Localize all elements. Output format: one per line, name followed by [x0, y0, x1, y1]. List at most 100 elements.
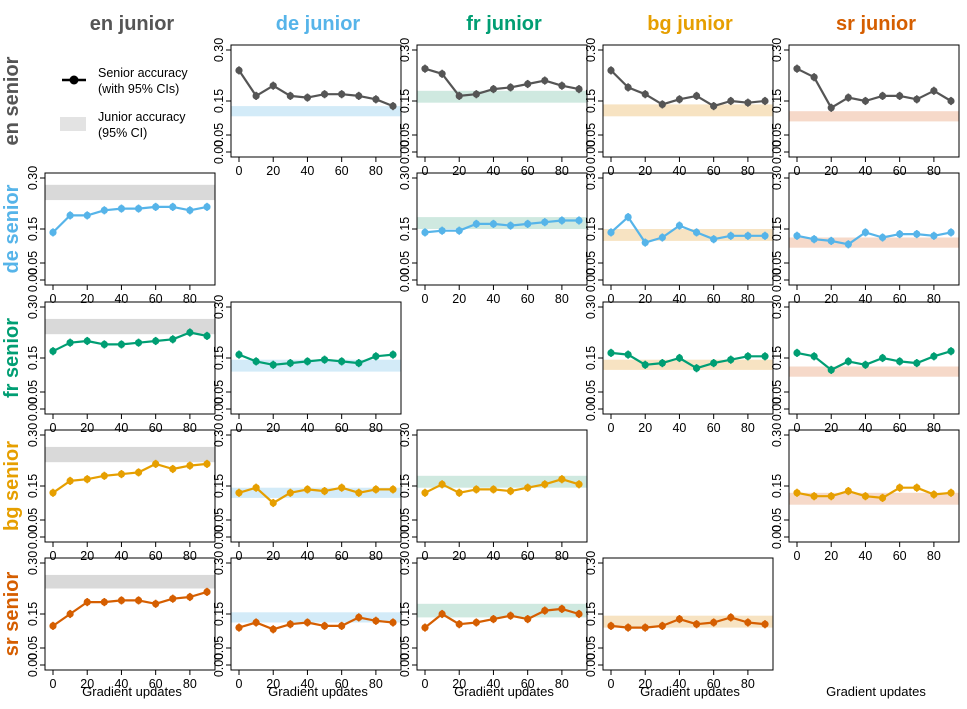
x-tick-label: 80	[927, 164, 941, 178]
senior-accuracy-point	[810, 73, 818, 81]
x-tick-label: 40	[114, 292, 128, 306]
panel-bg-senior-de-junior: 0 20 40 60 80 0.000.05 0.15 0.30	[212, 423, 402, 563]
senior-accuracy-point	[761, 232, 769, 240]
y-tick-label: 0.00	[212, 140, 226, 164]
senior-accuracy-point	[575, 85, 583, 93]
y-tick-label: 0.15	[26, 602, 40, 626]
y-tick-label: 0.30	[212, 423, 226, 447]
senior-accuracy-point	[506, 487, 515, 495]
senior-accuracy-point	[389, 102, 397, 110]
x-tick-label: 40	[114, 421, 128, 435]
senior-accuracy-point	[269, 361, 277, 369]
senior-accuracy-point	[83, 211, 91, 219]
senior-accuracy-point	[438, 480, 446, 488]
senior-accuracy-point	[607, 228, 615, 236]
x-tick-label: 80	[183, 549, 197, 563]
senior-accuracy-point	[489, 220, 498, 228]
y-tick-label: 0.15	[584, 346, 598, 370]
x-tick-label: 20	[638, 164, 652, 178]
senior-accuracy-point	[524, 220, 532, 228]
senior-accuracy-line	[238, 69, 394, 108]
senior-accuracy-point	[421, 624, 429, 632]
senior-accuracy-point	[541, 77, 549, 85]
senior-accuracy-point	[134, 205, 143, 213]
senior-accuracy-point	[727, 356, 735, 364]
senior-accuracy-point	[793, 65, 801, 73]
senior-accuracy-line	[52, 331, 208, 353]
senior-accuracy-point	[152, 460, 160, 468]
x-tick-label: 20	[452, 292, 466, 306]
x-tick-label: 40	[300, 677, 314, 691]
x-tick-label: 40	[300, 549, 314, 563]
x-tick-label: 40	[672, 164, 686, 178]
x-tick-label: 60	[149, 549, 163, 563]
senior-accuracy-point	[303, 357, 312, 365]
senior-accuracy-point	[930, 232, 938, 240]
senior-accuracy-point	[372, 617, 380, 625]
senior-accuracy-point	[710, 359, 718, 367]
panel-frame	[788, 172, 960, 286]
x-axis-titles: Gradient updates Gradient updates Gradient…	[82, 684, 926, 699]
senior-accuracy-point	[303, 94, 312, 102]
panel-frame	[44, 301, 216, 415]
senior-accuracy-point	[506, 222, 515, 230]
y-tick-label: 0.00	[770, 268, 784, 292]
senior-accuracy-line	[610, 616, 766, 629]
senior-accuracy-point	[727, 232, 735, 240]
panel-en-senior-bg-junior: 0 20 40 60 80 0.000.05 0.15 0.30	[584, 38, 774, 178]
row-title-sr: sr senior	[1, 572, 23, 657]
senior-accuracy-point	[692, 92, 701, 100]
row-title-fr: fr senior	[1, 318, 23, 398]
senior-accuracy-point	[861, 361, 870, 369]
senior-accuracy-point	[117, 596, 126, 605]
x-tick-label: 60	[149, 677, 163, 691]
x-axis-title-sr: Gradient updates	[826, 684, 926, 699]
y-tick-label: 0.05	[770, 380, 784, 404]
senior-accuracy-point	[744, 232, 752, 240]
senior-accuracy-point	[675, 354, 684, 362]
senior-accuracy-point	[506, 612, 515, 620]
senior-accuracy-point	[692, 228, 701, 236]
y-tick-label: 0.30	[584, 551, 598, 575]
senior-accuracy-point	[203, 332, 211, 340]
senior-accuracy-point	[421, 228, 429, 236]
y-tick-label: 0.05	[212, 508, 226, 532]
x-tick-label: 60	[149, 421, 163, 435]
y-tick-label: 0.30	[770, 166, 784, 190]
y-tick-label: 0.15	[26, 217, 40, 241]
senior-accuracy-point	[186, 206, 194, 214]
senior-accuracy-line	[796, 350, 952, 371]
x-tick-label: 80	[369, 421, 383, 435]
y-tick-label: 0.05	[398, 123, 412, 147]
senior-accuracy-point	[455, 620, 463, 628]
senior-accuracy-point	[117, 205, 126, 213]
legend: Senior accuracy (with 95% CIs) Junior ac…	[60, 66, 188, 140]
junior-ci-band	[45, 574, 215, 589]
x-tick-label: 0	[50, 421, 57, 435]
x-tick-label: 20	[266, 549, 280, 563]
senior-accuracy-point	[389, 618, 397, 627]
x-tick-label: 40	[486, 164, 500, 178]
senior-accuracy-line	[424, 478, 580, 494]
junior-ci-band	[231, 359, 401, 372]
senior-accuracy-point	[100, 598, 108, 606]
y-tick-label: 0.15	[770, 346, 784, 370]
x-tick-label: 80	[555, 677, 569, 691]
senior-accuracy-point	[355, 359, 363, 367]
y-tick-label: 0.00	[770, 525, 784, 549]
x-tick-label: 80	[369, 164, 383, 178]
x-tick-label: 80	[741, 677, 755, 691]
y-tick-label: 0.05	[584, 380, 598, 404]
senior-accuracy-point	[338, 90, 346, 98]
column-title-fr: fr junior	[466, 13, 542, 35]
y-tick-label: 0.30	[770, 295, 784, 319]
y-tick-label: 0.05	[212, 123, 226, 147]
senior-accuracy-point	[878, 494, 887, 502]
x-tick-label: 60	[335, 677, 349, 691]
senior-accuracy-point	[66, 477, 74, 485]
senior-accuracy-point	[930, 490, 938, 499]
senior-accuracy-point	[624, 213, 632, 221]
y-tick-label: 0.00	[584, 653, 598, 677]
x-tick-label: 80	[927, 549, 941, 563]
senior-accuracy-point	[252, 618, 260, 627]
